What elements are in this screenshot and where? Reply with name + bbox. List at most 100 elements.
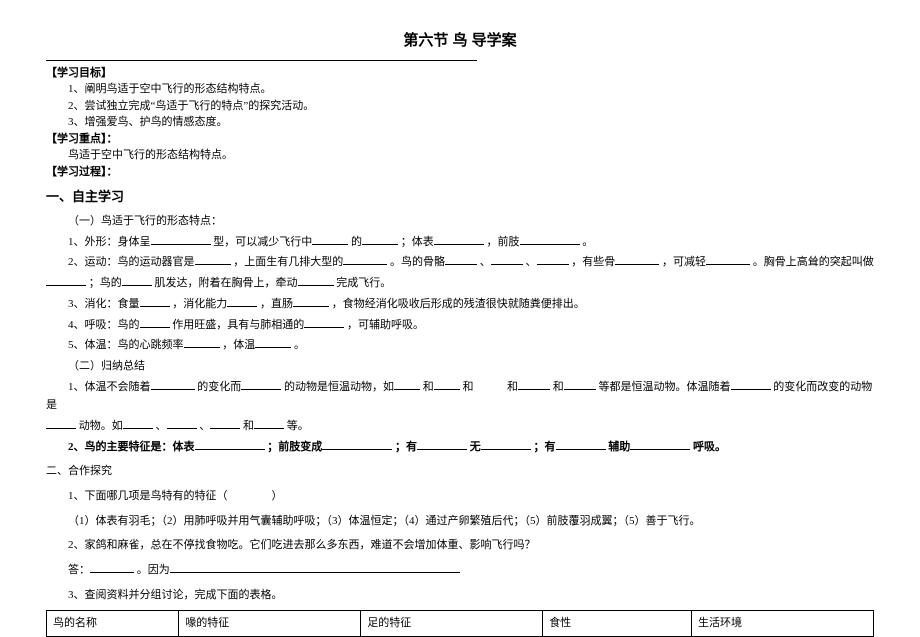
blank-field[interactable]	[520, 234, 580, 245]
text: 答：	[68, 564, 90, 576]
blank-field[interactable]	[151, 234, 211, 245]
blank-field[interactable]	[90, 562, 134, 573]
text: ，消化能力	[172, 298, 227, 310]
blank-field[interactable]	[255, 337, 291, 348]
blank-field[interactable]	[241, 379, 281, 390]
text: 完成飞行。	[336, 277, 391, 289]
blank-field[interactable]	[615, 255, 659, 266]
blank-field[interactable]	[630, 439, 690, 450]
blank-field[interactable]	[481, 439, 531, 450]
text: 2、鸟的主要特征是：体表	[68, 441, 195, 453]
blank-field[interactable]	[46, 275, 86, 286]
fill-line: ；鸟的 肌发达，附着在胸骨上，牵动 完成飞行。	[46, 274, 874, 293]
text: 无	[470, 441, 481, 453]
text: 、	[526, 256, 537, 268]
objective-item: 1、阐明鸟适于空中飞行的形态结构特点。	[46, 81, 874, 98]
objective-item: 3、增强爱鸟、护鸟的情感态度。	[46, 114, 874, 131]
blank-field[interactable]	[184, 337, 220, 348]
blank-field[interactable]	[151, 379, 195, 390]
blank-field[interactable]	[122, 275, 152, 286]
blank-field[interactable]	[491, 255, 523, 266]
table-header: 食性	[543, 611, 692, 637]
page-title: 第六节 鸟 导学案	[46, 28, 874, 54]
blank-field[interactable]	[322, 439, 392, 450]
text: 。因为	[137, 564, 170, 576]
blank-field[interactable]	[564, 379, 596, 390]
fill-line: 5、体温：鸟的心跳频率 ，体温 。	[46, 336, 874, 355]
sub-heading: （一）鸟适于飞行的形态特点：	[46, 212, 874, 231]
text: 作用旺盛，具有与肺相通的	[172, 319, 304, 331]
focus-item: 鸟适于空中飞行的形态结构特点。	[46, 147, 874, 164]
text: 等。	[287, 420, 309, 432]
text: 、	[199, 420, 210, 432]
text: ，前肢	[487, 236, 520, 248]
blank-field[interactable]	[293, 296, 329, 307]
text: ；有	[395, 441, 417, 453]
text: 、	[156, 420, 167, 432]
blank-field[interactable]	[170, 562, 460, 573]
blank-field[interactable]	[195, 439, 265, 450]
blank-field[interactable]	[731, 379, 771, 390]
text: 动物。如	[79, 420, 123, 432]
blank-field[interactable]	[195, 255, 231, 266]
text: 和	[463, 381, 474, 393]
blank-field[interactable]	[227, 296, 257, 307]
text: 1、体温不会随着	[68, 381, 151, 393]
fill-line: 1、外形：身体呈 型，可以减少飞行中 的 ；体表 ，前肢 。	[46, 233, 874, 252]
text: ，上面生有几排大型的	[233, 256, 343, 268]
blank-field[interactable]	[46, 418, 76, 429]
text: 辅助	[608, 441, 630, 453]
fill-line: 2、运动：鸟的运动器官是 ，上面生有几排大型的 。鸟的骨骼 、 、 ，有些骨 ，…	[46, 253, 874, 272]
blank-field[interactable]	[140, 296, 170, 307]
fill-line-bold: 2、鸟的主要特征是：体表 ；前肢变成 ；有 无 ；有 辅助 呼吸。	[46, 438, 874, 457]
blank-field[interactable]	[518, 379, 550, 390]
blank-field[interactable]	[417, 439, 467, 450]
blank-field[interactable]	[312, 234, 348, 245]
bird-table: 鸟的名称 喙的特征 足的特征 食性 生活环境	[46, 610, 874, 637]
blank-field[interactable]	[167, 418, 197, 429]
text: 。鸟的骨骼	[390, 256, 445, 268]
text: 、	[480, 256, 491, 268]
objective-heading: 【学习目标】	[46, 65, 874, 82]
text: 1、外形：身体呈	[68, 236, 151, 248]
text: 4、呼吸：鸟的	[68, 319, 140, 331]
blank-field[interactable]	[362, 234, 398, 245]
blank-field[interactable]	[434, 234, 484, 245]
table-header: 鸟的名称	[47, 611, 179, 637]
text: ；前肢变成	[267, 441, 322, 453]
table-header: 生活环境	[692, 611, 874, 637]
blank-field[interactable]	[210, 418, 240, 429]
self-study-heading: 一、自主学习	[46, 186, 874, 208]
blank-field[interactable]	[706, 255, 750, 266]
text: 型，可以减少飞行中	[213, 236, 312, 248]
text: 的动物是恒温动物，如	[284, 381, 394, 393]
answer-line: 答： 。因为	[46, 561, 874, 580]
text: 的	[351, 236, 362, 248]
blank-field[interactable]	[556, 439, 606, 450]
text: 3、消化：食量	[68, 298, 140, 310]
blank-field[interactable]	[394, 379, 420, 390]
blank-field[interactable]	[434, 379, 460, 390]
text: 。胸骨上高耸的突起叫做	[753, 256, 874, 268]
question-line: 1、下面哪几项是鸟特有的特征（ ）	[46, 487, 874, 506]
blank-field[interactable]	[298, 275, 334, 286]
blank-field[interactable]	[343, 255, 387, 266]
fill-line: 3、消化：食量 ，消化能力 ，直肠 ，食物经消化吸收后形成的残渣很快就随粪便排出…	[46, 295, 874, 314]
text: 。	[582, 236, 593, 248]
blank-field[interactable]	[254, 418, 284, 429]
blank-field[interactable]	[445, 255, 477, 266]
text: 和	[423, 381, 434, 393]
blank-field[interactable]	[123, 418, 153, 429]
text: ；有	[534, 441, 556, 453]
text: 和	[243, 420, 254, 432]
text: 和	[553, 381, 564, 393]
fill-line: 1、体温不会随着 的变化而 的动物是恒温动物，如 和 和 和 和 等都是恒温动物…	[46, 378, 874, 415]
text: ，可辅助呼吸。	[347, 319, 424, 331]
fill-line: 动物。如 、 、 和 等。	[46, 417, 874, 436]
question-line: 2、家鸽和麻雀，总在不停找食物吃。它们吃进去那么多东西，难道不会增加体重、影响飞…	[46, 536, 874, 555]
blank-field[interactable]	[304, 317, 344, 328]
blank-field[interactable]	[537, 255, 569, 266]
blank-field[interactable]	[140, 317, 170, 328]
question-options: （1）体表有羽毛；（2）用肺呼吸并用气囊辅助呼吸；（3）体温恒定；（4）通过产卵…	[46, 512, 874, 531]
table-row: 鸟的名称 喙的特征 足的特征 食性 生活环境	[47, 611, 874, 637]
